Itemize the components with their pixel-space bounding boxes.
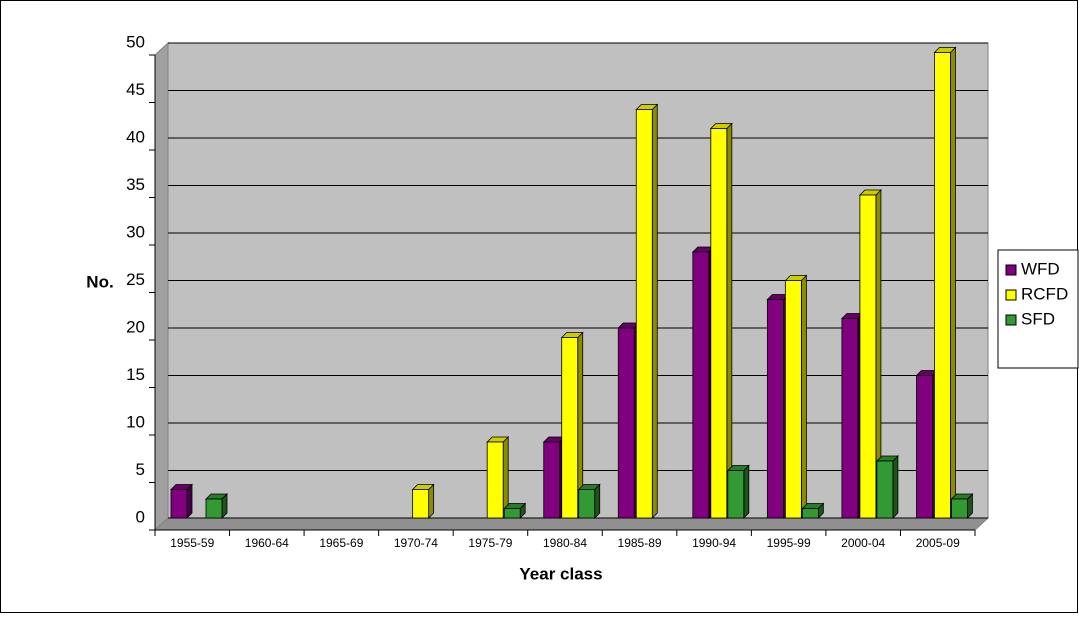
x-tick-label: 1980-84 <box>543 536 587 550</box>
y-tick-label: 15 <box>126 365 145 384</box>
legend-swatch <box>1005 289 1017 301</box>
side-wall <box>154 41 169 532</box>
y-tick-label: 40 <box>126 127 145 146</box>
bar-front <box>951 498 968 519</box>
bar <box>801 502 825 519</box>
bar-side <box>950 46 956 519</box>
bar-front <box>934 52 951 519</box>
bar <box>205 493 228 519</box>
bar-side <box>726 122 733 519</box>
bar <box>950 493 974 519</box>
bar <box>486 436 510 519</box>
bar-front <box>876 460 894 519</box>
bar-front <box>916 375 933 519</box>
x-tick-label: 1995-99 <box>767 536 811 550</box>
bar-side <box>594 483 601 519</box>
x-tick-label: 1955-59 <box>170 536 214 550</box>
bar <box>170 483 193 519</box>
y-tick-label: 35 <box>126 175 145 194</box>
y-tick-label: 25 <box>126 270 145 289</box>
x-tick-label: 1975-79 <box>468 536 512 550</box>
bar-front <box>503 508 521 519</box>
bar-side <box>651 103 658 519</box>
x-tick-label: 1960-64 <box>245 536 289 550</box>
bar-front <box>859 194 877 519</box>
legend-swatch <box>1005 264 1017 276</box>
bar-front <box>727 470 745 519</box>
bar <box>411 483 435 519</box>
bar-front <box>205 498 223 519</box>
y-axis-title: No. <box>86 272 113 291</box>
bar <box>933 46 957 519</box>
bar <box>635 103 659 519</box>
bar-side <box>800 274 807 519</box>
legend-swatch <box>1005 314 1017 326</box>
y-tick-label: 5 <box>136 460 145 479</box>
bar-front <box>841 318 859 519</box>
bar-side <box>428 483 435 519</box>
bar-front <box>635 109 653 519</box>
y-tick-label: 50 <box>126 32 145 51</box>
bar <box>784 274 808 519</box>
bar <box>560 331 584 519</box>
bar-side <box>186 483 193 519</box>
x-tick-label: 1965-69 <box>319 536 363 550</box>
bar-front <box>784 280 802 519</box>
bar-front <box>692 251 710 519</box>
y-tick-label: 0 <box>136 507 145 526</box>
legend-label: WFD <box>1021 259 1060 278</box>
bar-front <box>801 508 819 519</box>
legend-label: SFD <box>1021 309 1055 328</box>
bar-side <box>892 455 899 519</box>
bar-front <box>710 128 728 519</box>
bar <box>577 483 601 519</box>
bar-front <box>617 327 635 519</box>
bar-front <box>561 337 579 519</box>
bar-side <box>743 464 750 519</box>
x-axis-title: Year class <box>519 564 602 583</box>
x-tick-label: 2005-09 <box>916 536 960 550</box>
bar-front <box>170 489 188 519</box>
legend-box <box>997 249 1079 369</box>
bar-front <box>578 489 596 519</box>
bar <box>858 189 882 519</box>
y-tick-label: 20 <box>126 317 145 336</box>
y-tick-label: 45 <box>126 80 145 99</box>
legend-label: RCFD <box>1021 284 1068 303</box>
bar <box>726 464 750 519</box>
x-tick-label: 1970-74 <box>394 536 438 550</box>
bar <box>875 455 899 519</box>
bar-front <box>543 441 561 519</box>
bar-front <box>766 299 784 519</box>
y-tick-label: 10 <box>126 412 145 431</box>
bar <box>503 502 527 519</box>
bar-front <box>486 441 504 519</box>
floor <box>153 517 990 531</box>
x-tick-label: 1990-94 <box>692 536 736 550</box>
bar <box>709 122 733 519</box>
x-tick-label: 2000-04 <box>841 536 885 550</box>
y-tick-label: 30 <box>126 222 145 241</box>
x-tick-label: 1985-89 <box>618 536 662 550</box>
bar-front <box>412 489 430 519</box>
